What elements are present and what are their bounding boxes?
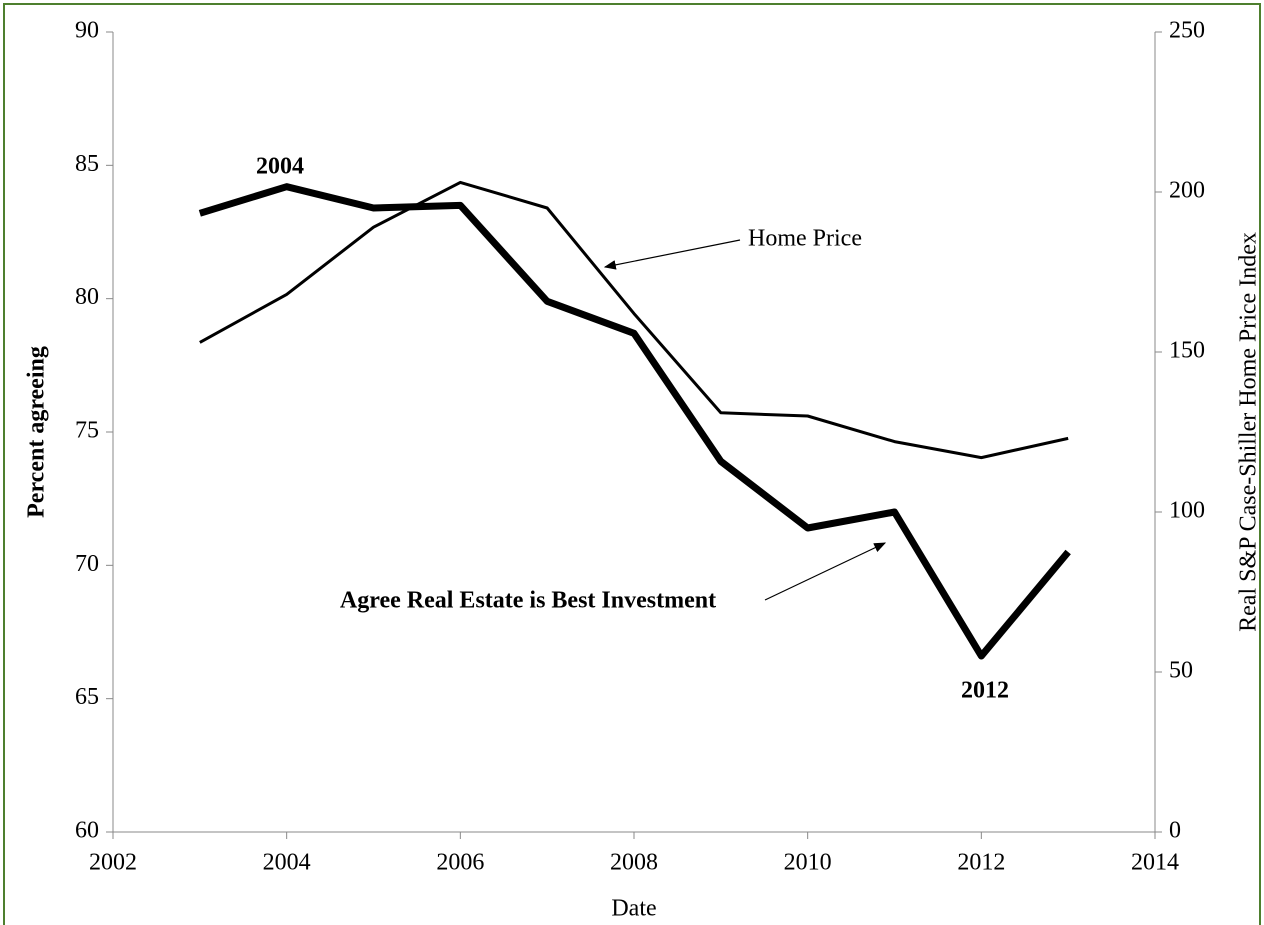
y-tick-label: 65 [75,684,99,710]
y2-axis-title: Real S&P Case-Shiller Home Price Index [1236,232,1262,632]
series-label: Agree Real Estate is Best Investment [340,588,716,614]
x-tick-label: 2008 [610,850,658,876]
frame [3,3,1261,925]
y-tick-label: 85 [75,151,99,177]
y-tick-label: 60 [75,818,99,844]
y-tick-label: 75 [75,418,99,444]
y2-tick-label: 50 [1169,658,1193,684]
y-tick-label: 90 [75,18,99,44]
y-tick-label: 70 [75,551,99,577]
series-line [199,180,1069,460]
y2-tick-label: 0 [1169,818,1181,844]
label-arrow [603,239,741,270]
y-tick-label: 80 [75,284,99,310]
series-label: Home Price [748,226,862,252]
x-tick-label: 2010 [784,850,832,876]
x-tick-label: 2012 [957,850,1005,876]
x-tick-label: 2004 [263,850,311,876]
x-tick-label: 2006 [436,850,484,876]
y2-tick-label: 150 [1169,338,1205,364]
x-axis-title: Date [611,896,656,922]
label-arrow [764,542,887,601]
annotation: 2004 [256,154,304,180]
x-tick-label: 2014 [1131,850,1179,876]
y-axis-title: Percent agreeing [24,346,50,518]
annotation: 2012 [961,678,1009,704]
x-tick-label: 2002 [89,850,137,876]
y2-tick-label: 100 [1169,498,1205,524]
y2-tick-label: 250 [1169,18,1205,44]
y2-tick-label: 200 [1169,178,1205,204]
series-line [198,183,1071,660]
